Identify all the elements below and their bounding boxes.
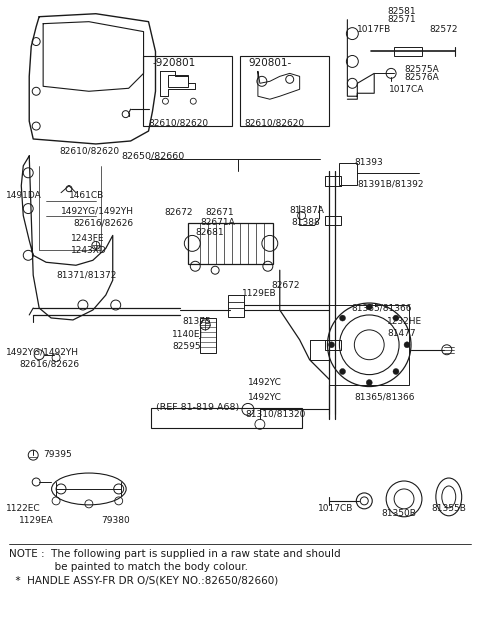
Bar	[324, 176, 341, 186]
Text: 82572: 82572	[429, 25, 457, 34]
Text: 82672: 82672	[165, 208, 193, 217]
Circle shape	[393, 368, 399, 375]
Bar	[168, 75, 188, 87]
Bar	[394, 46, 422, 56]
Circle shape	[339, 315, 346, 321]
Text: 81388: 81388	[292, 218, 321, 227]
Text: 1232HE: 1232HE	[387, 318, 422, 326]
Text: 82576A: 82576A	[404, 73, 439, 82]
Text: -920801: -920801	[153, 59, 196, 69]
Text: 79380: 79380	[101, 516, 130, 525]
Text: 79395: 79395	[43, 450, 72, 459]
Circle shape	[328, 342, 335, 348]
Bar	[324, 216, 341, 226]
Text: 82616/82626: 82616/82626	[73, 218, 133, 227]
Text: 1492YC: 1492YC	[248, 378, 282, 387]
Text: 82581: 82581	[387, 7, 416, 16]
Text: 82575A: 82575A	[404, 65, 439, 74]
Text: 82595: 82595	[172, 342, 201, 351]
Text: (REF 81-819 A68): (REF 81-819 A68)	[156, 403, 240, 412]
Text: 82610/82620: 82610/82620	[244, 119, 304, 127]
Text: 81365/81366: 81365/81366	[351, 303, 412, 313]
Bar	[324, 340, 341, 350]
Text: 1140EJ: 1140EJ	[172, 331, 204, 339]
Bar	[228, 295, 244, 317]
Bar	[339, 163, 357, 185]
Text: 81477: 81477	[387, 329, 416, 339]
Text: NOTE :  The following part is supplied in a raw state and should: NOTE : The following part is supplied in…	[9, 549, 341, 559]
Text: 81371/81372: 81371/81372	[56, 271, 117, 280]
Text: 1129EA: 1129EA	[19, 516, 54, 525]
Bar	[188, 222, 273, 265]
Text: 81350B: 81350B	[381, 509, 416, 519]
Text: 920801-: 920801-	[248, 59, 291, 69]
Circle shape	[393, 315, 399, 321]
Circle shape	[366, 304, 372, 310]
Text: *  HANDLE ASSY-FR DR O/S(KEY NO.:82650/82660): * HANDLE ASSY-FR DR O/S(KEY NO.:82650/82…	[9, 575, 278, 585]
Bar	[200, 318, 216, 353]
Circle shape	[366, 379, 372, 386]
Text: 82672: 82672	[272, 281, 300, 290]
Text: 1017FB: 1017FB	[357, 25, 392, 34]
Text: 81375: 81375	[182, 318, 211, 326]
Text: 82571: 82571	[387, 15, 416, 24]
Text: 1491DA: 1491DA	[6, 191, 42, 200]
Bar	[240, 56, 329, 126]
Text: 1492YC: 1492YC	[248, 393, 282, 402]
Text: 1461CB: 1461CB	[69, 191, 104, 200]
Circle shape	[404, 342, 410, 348]
Text: 82671A: 82671A	[200, 218, 235, 227]
Text: 82616/82626: 82616/82626	[19, 359, 79, 368]
Text: 1243XD: 1243XD	[71, 246, 107, 255]
Text: 82610/82620: 82610/82620	[59, 146, 119, 155]
Text: 1492YG/1492YH: 1492YG/1492YH	[61, 206, 134, 215]
Text: 1122EC: 1122EC	[6, 504, 41, 514]
Text: be painted to match the body colour.: be painted to match the body colour.	[9, 562, 248, 572]
Text: 1017CB: 1017CB	[318, 504, 353, 514]
Bar	[329, 305, 409, 384]
Text: 81391B/81392: 81391B/81392	[357, 179, 424, 188]
Text: 1017CA: 1017CA	[389, 85, 424, 94]
Bar	[143, 56, 232, 126]
Text: 1492YG/1492YH: 1492YG/1492YH	[6, 347, 79, 356]
Text: 1243FE: 1243FE	[71, 234, 105, 243]
Text: 81365/81366: 81365/81366	[354, 393, 415, 402]
Text: 1129EB: 1129EB	[242, 289, 276, 298]
Circle shape	[339, 368, 346, 375]
Text: 81310/81320: 81310/81320	[245, 410, 305, 419]
Text: 82650/82660: 82650/82660	[121, 151, 184, 161]
Text: 81387A: 81387A	[290, 206, 324, 215]
Text: 82610/82620: 82610/82620	[148, 119, 209, 127]
Text: 82671: 82671	[205, 208, 234, 217]
Text: 81393: 81393	[354, 158, 383, 167]
Text: 81355B: 81355B	[431, 504, 466, 514]
Text: 82681: 82681	[195, 228, 224, 237]
